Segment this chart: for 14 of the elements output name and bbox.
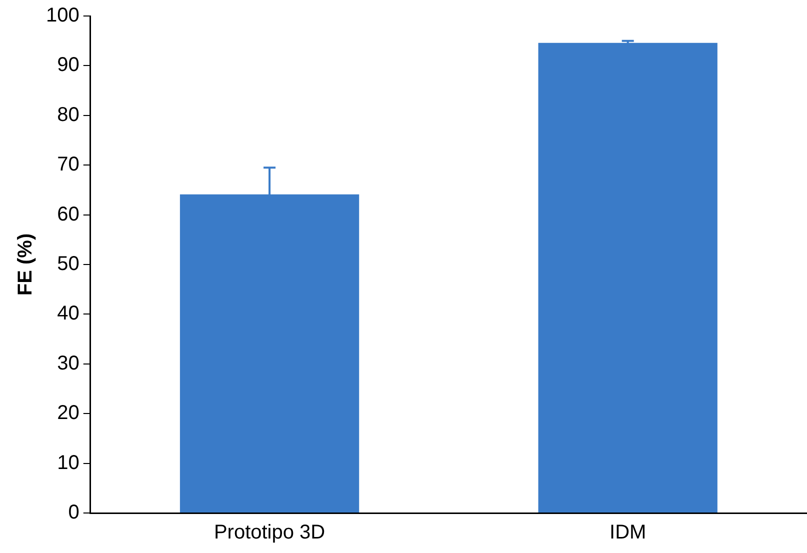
x-tick-label: Prototipo 3D	[214, 522, 326, 544]
y-tick-label: 60	[57, 203, 80, 226]
y-tick-label: 90	[57, 54, 80, 76]
y-tick-label: 50	[57, 253, 80, 276]
y-tick-label: 100	[46, 4, 80, 27]
y-tick-label: 80	[57, 104, 80, 126]
y-tick-label: 10	[57, 452, 80, 474]
y-tick-label: 40	[57, 302, 80, 325]
y-tick-label: 70	[57, 154, 80, 176]
x-tick-label: IDM	[610, 522, 646, 544]
y-tick-label: 30	[57, 352, 80, 374]
y-tick-label: 20	[57, 402, 80, 424]
y-axis-title: FE (%)	[14, 233, 37, 296]
y-tick-label: 0	[68, 502, 80, 524]
